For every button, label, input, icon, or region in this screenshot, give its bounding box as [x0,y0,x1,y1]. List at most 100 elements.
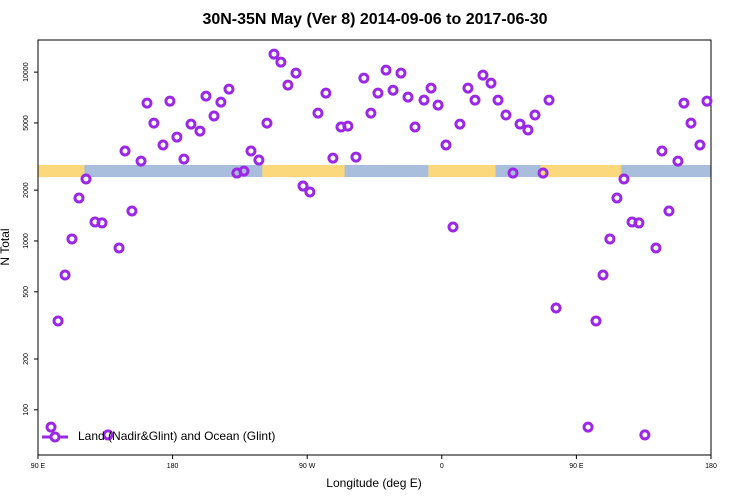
y-tick-label: 10000 [23,62,30,82]
land-band [428,164,496,178]
data-point [409,121,421,133]
data-point [171,131,183,143]
data-point [312,107,324,119]
data-point [650,242,662,254]
data-point [223,83,235,95]
data-point [492,94,504,106]
data-point [297,180,309,192]
data-point [358,72,370,84]
data-point [550,302,562,314]
data-point [194,125,206,137]
data-point [290,67,302,79]
data-point [178,153,190,165]
x-tick-label: 0 [440,463,444,470]
data-point [387,84,399,96]
data-point [342,120,354,132]
data-point [440,139,452,151]
data-point [304,186,316,198]
land-band [540,164,622,178]
data-point [261,117,273,129]
data-point [462,82,474,94]
data-point [148,117,160,129]
data-point [141,97,153,109]
data-point [402,91,414,103]
x-tick-label: 180 [705,463,717,470]
land-band [38,164,85,178]
data-point [253,154,265,166]
x-tick-label: 90 E [31,463,46,470]
data-point [113,242,125,254]
data-point [500,109,512,121]
data-point [350,151,362,163]
y-tick-label: 1000 [23,233,30,249]
x-axis-label: Longitude (deg E) [326,476,421,490]
data-point [102,429,114,441]
data-point [522,124,534,136]
data-point [52,315,64,327]
data-point [678,97,690,109]
data-point [135,155,147,167]
data-point [432,99,444,111]
data-point [365,107,377,119]
data-point [268,48,280,60]
data-point [514,118,526,130]
data-point [96,217,108,229]
data-point [327,152,339,164]
data-point [215,96,227,108]
data-point [454,118,466,130]
data-point [663,205,675,217]
chart-title: 30N-35N May (Ver 8) 2014-09-06 to 2017-0… [202,11,547,28]
data-point [185,118,197,130]
data-point [582,421,594,433]
y-tick-label: 2000 [23,182,30,198]
data-point [418,94,430,106]
data-point [633,217,645,229]
data-point [425,82,437,94]
x-tick-label: 90 E [569,463,584,470]
data-point [282,79,294,91]
data-point [80,173,92,185]
data-point [529,109,541,121]
plot-frame [37,39,712,456]
data-point [245,145,257,157]
data-point [73,192,85,204]
y-tick-label: 5000 [23,115,30,131]
data-point [320,87,332,99]
data-point [275,56,287,68]
data-point [447,221,459,233]
data-point [157,139,169,151]
data-point [543,94,555,106]
legend-marker [49,431,61,443]
data-point [208,110,220,122]
data-point [372,87,384,99]
data-point [604,233,616,245]
data-point [477,69,489,81]
data-point [590,315,602,327]
data-point [59,269,71,281]
data-point [395,67,407,79]
data-point [656,145,668,157]
data-point [485,77,497,89]
data-point [672,155,684,167]
data-point [685,117,697,129]
y-tick-label: 100 [23,404,30,416]
land-band [262,164,345,178]
legend-label: Land (Nadir&Glint) and Ocean (Glint) [78,429,275,443]
data-point [119,145,131,157]
data-point [164,95,176,107]
data-point [66,233,78,245]
data-point [639,429,651,441]
x-tick-label: 90 W [299,463,316,470]
y-tick-label: 500 [23,286,30,298]
data-point [618,173,630,185]
y-tick-label: 200 [23,353,30,365]
data-point [701,95,713,107]
data-point [537,167,549,179]
data-point [597,269,609,281]
y-axis-label: N Total [0,228,12,265]
data-point [694,139,706,151]
x-tick-label: 180 [167,463,179,470]
data-point [611,192,623,204]
data-point [200,90,212,102]
